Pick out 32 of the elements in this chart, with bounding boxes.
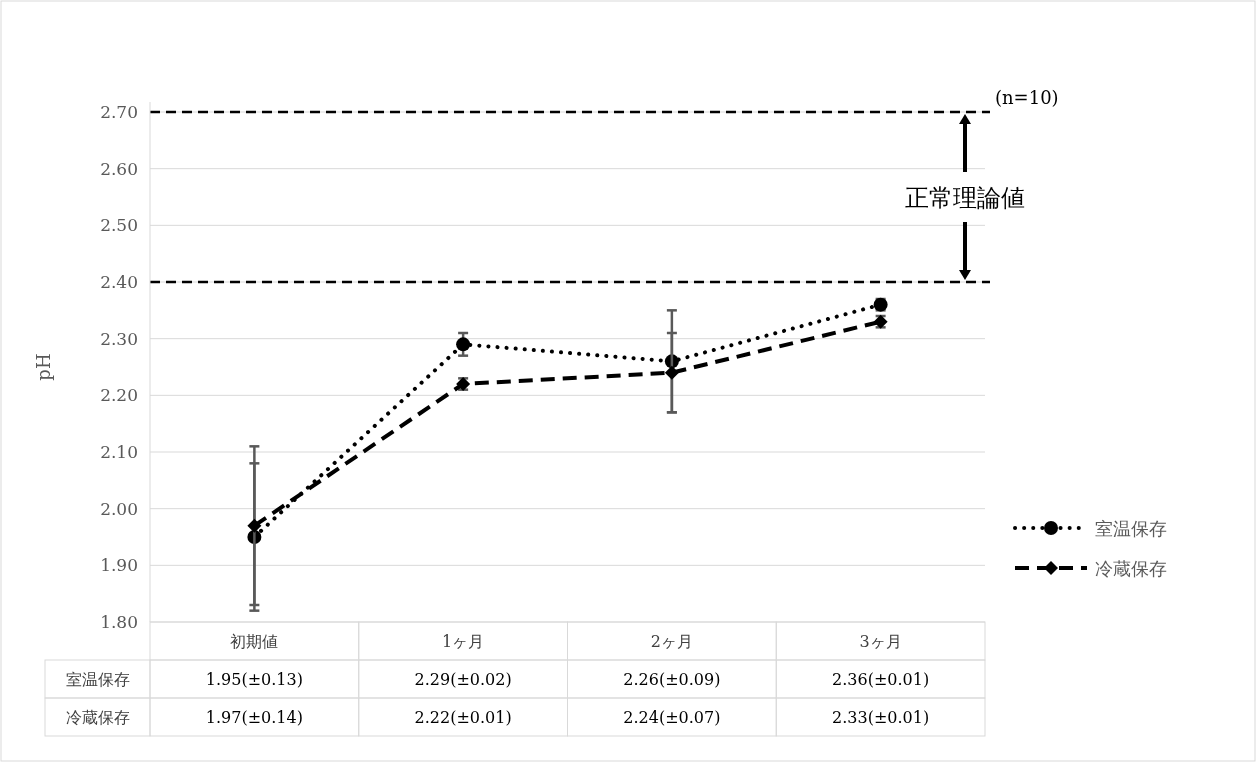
y-tick-label: 1.80: [100, 612, 138, 632]
y-tick-label: 2.10: [100, 442, 138, 462]
y-tick-label: 2.00: [100, 498, 138, 519]
point: [456, 337, 471, 352]
y-tick-label: 2.20: [100, 385, 138, 406]
y-axis-title: pH: [33, 353, 54, 381]
legend-label: 冷蔵保存: [1095, 558, 1167, 579]
data-label: 1.97(±0.14): [205, 708, 303, 727]
y-tick-label: 2.70: [100, 102, 138, 122]
y-tick-label: 2.50: [100, 215, 138, 236]
data-label: 2.29(±0.02): [414, 670, 512, 689]
text: (n=10): [995, 87, 1059, 108]
data-label: 2.36(±0.01): [832, 670, 930, 689]
data-label: 2.26(±0.09): [623, 670, 721, 689]
data-label: 2.24(±0.07): [623, 708, 721, 727]
data-label: 2.22(±0.01): [414, 708, 512, 727]
x-tick-label: 1ヶ月: [442, 632, 485, 651]
point: [247, 518, 262, 533]
text: 冷蔵保存: [65, 708, 130, 727]
y-tick-label: 2.30: [100, 328, 138, 349]
point: [664, 365, 679, 380]
annotation: 正常理論値: [905, 184, 1025, 212]
data-label: 1.95(±0.13): [205, 670, 303, 689]
legend-label: 室温保存: [1095, 518, 1167, 539]
x-tick-label: 初期値: [230, 632, 279, 651]
y-tick-label: 2.40: [100, 272, 138, 292]
y-tick-label: 2.60: [100, 158, 138, 179]
data-label: 2.33(±0.01): [832, 708, 930, 727]
x-tick-label: 2ヶ月: [650, 632, 693, 651]
text: 室温保存: [65, 670, 130, 689]
y-tick-label: 1.90: [100, 555, 138, 576]
x-tick-label: 3ヶ月: [859, 632, 902, 651]
